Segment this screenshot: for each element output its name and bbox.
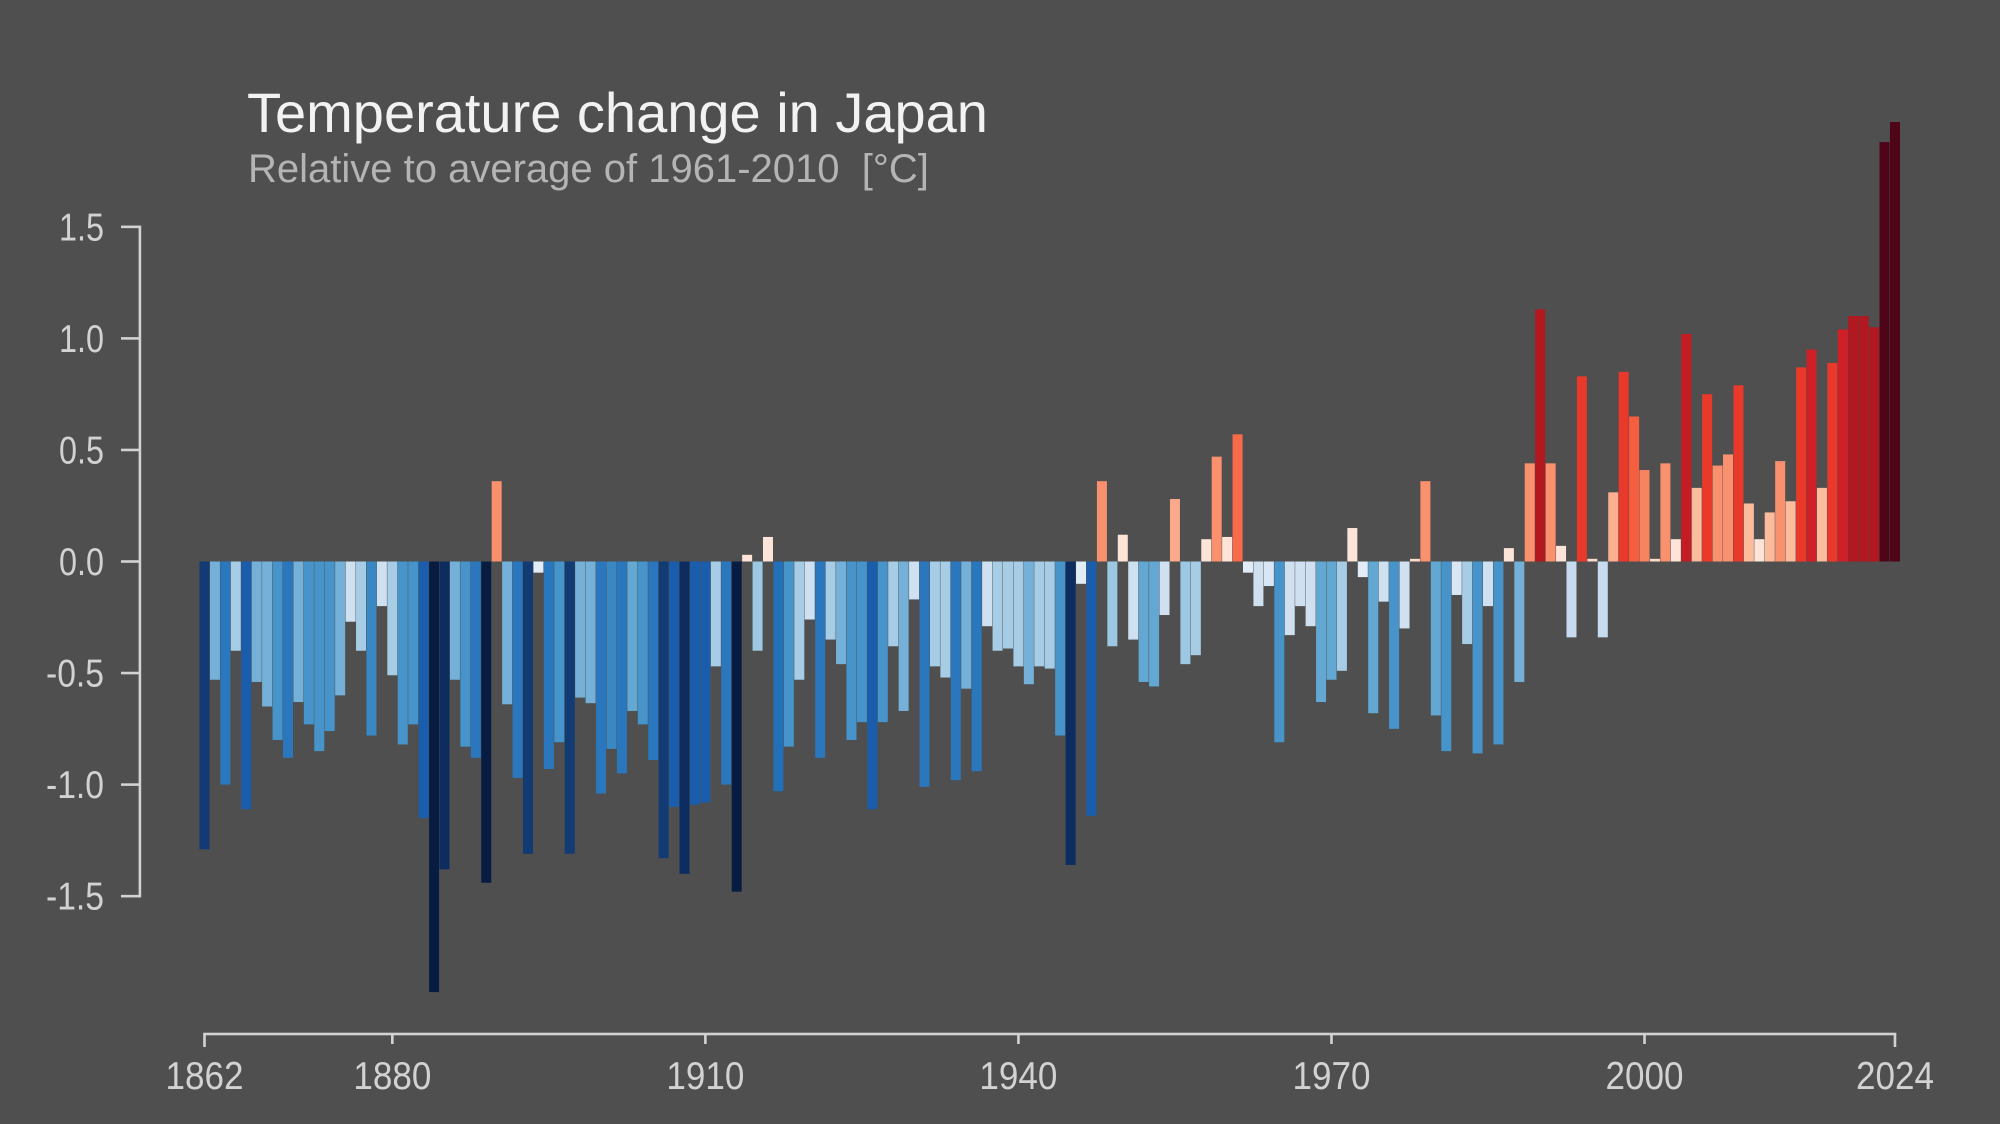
svg-text:-1.0: -1.0	[46, 764, 104, 807]
svg-text:2000: 2000	[1606, 1055, 1684, 1098]
svg-text:1940: 1940	[979, 1055, 1057, 1098]
svg-text:1.5: 1.5	[59, 206, 104, 249]
svg-text:-0.5: -0.5	[46, 653, 104, 696]
svg-text:2024: 2024	[1856, 1055, 1934, 1098]
svg-text:1970: 1970	[1292, 1055, 1370, 1098]
svg-text:1.0: 1.0	[59, 318, 104, 361]
svg-text:1880: 1880	[353, 1055, 431, 1098]
svg-text:1862: 1862	[166, 1055, 244, 1098]
svg-text:1910: 1910	[666, 1055, 744, 1098]
svg-text:0.0: 0.0	[59, 541, 104, 584]
svg-text:-1.5: -1.5	[46, 876, 104, 919]
svg-text:0.5: 0.5	[59, 429, 104, 472]
